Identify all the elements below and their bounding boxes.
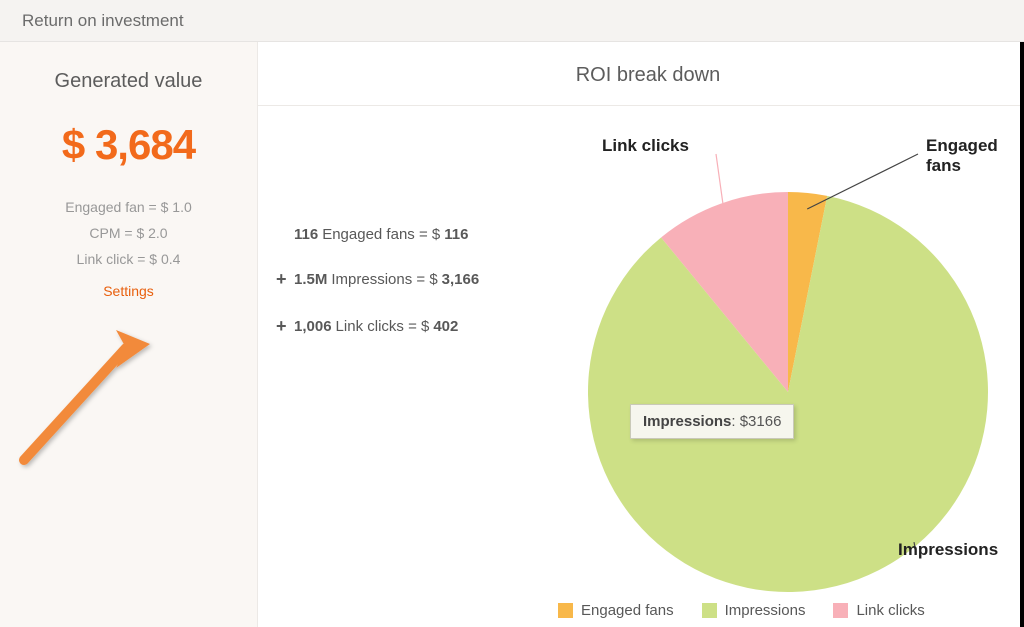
main-row: Generated value $ 3,684 Engaged fan = $ … <box>0 42 1024 627</box>
breakdown-count: 116 <box>294 226 318 243</box>
breakdown-label: Link clicks = $ <box>336 318 430 335</box>
content-area: ROI break down 116 Engaged fans = $ 116 … <box>258 42 1024 627</box>
plus-icon: + <box>276 269 294 290</box>
leader-line <box>807 154 918 209</box>
rate-engaged-fan: Engaged fan = $ 1.0 <box>0 199 257 215</box>
tooltip-sep: : <box>731 413 739 430</box>
tooltip-value: $3166 <box>740 413 782 430</box>
chart-legend: Engaged fans Impressions Link clicks <box>558 602 925 619</box>
slice-label-engaged-fans: Engaged fans <box>926 136 1018 176</box>
breakdown-value: 3,166 <box>442 271 480 288</box>
legend-label: Link clicks <box>856 602 924 619</box>
legend-swatch <box>558 603 573 618</box>
rate-cpm: CPM = $ 2.0 <box>0 225 257 241</box>
slice-label-impressions: Impressions <box>898 540 998 560</box>
legend-swatch <box>702 603 717 618</box>
pie-chart: Link clicks Engaged fans Impressions Imp… <box>558 132 1018 612</box>
chart-tooltip: Impressions: $3166 <box>630 404 794 439</box>
legend-swatch <box>833 603 848 618</box>
breakdown-count: 1,006 <box>294 318 332 335</box>
annotation-arrow-icon <box>4 320 204 490</box>
slice-label-link-clicks: Link clicks <box>602 136 689 156</box>
page-header: Return on investment <box>0 0 1024 42</box>
legend-item-engaged-fans[interactable]: Engaged fans <box>558 602 674 619</box>
legend-label: Engaged fans <box>581 602 674 619</box>
legend-item-impressions[interactable]: Impressions <box>702 602 806 619</box>
tooltip-title: Impressions <box>643 413 731 430</box>
sidebar: Generated value $ 3,684 Engaged fan = $ … <box>0 42 258 627</box>
plus-icon: + <box>276 316 294 337</box>
legend-item-link-clicks[interactable]: Link clicks <box>833 602 924 619</box>
content-heading: ROI break down <box>258 64 1020 106</box>
sidebar-heading: Generated value <box>0 70 257 93</box>
breakdown-label: Impressions = $ <box>331 271 437 288</box>
breakdown-label: Engaged fans = $ <box>322 226 440 243</box>
breakdown-value: 402 <box>433 318 458 335</box>
breakdown-value: 116 <box>444 226 468 243</box>
rate-link-click: Link click = $ 0.4 <box>0 251 257 267</box>
legend-label: Impressions <box>725 602 806 619</box>
breakdown-count: 1.5M <box>294 271 327 288</box>
page-title: Return on investment <box>22 11 184 31</box>
generated-value-total: $ 3,684 <box>0 121 257 169</box>
settings-link[interactable]: Settings <box>103 283 154 299</box>
